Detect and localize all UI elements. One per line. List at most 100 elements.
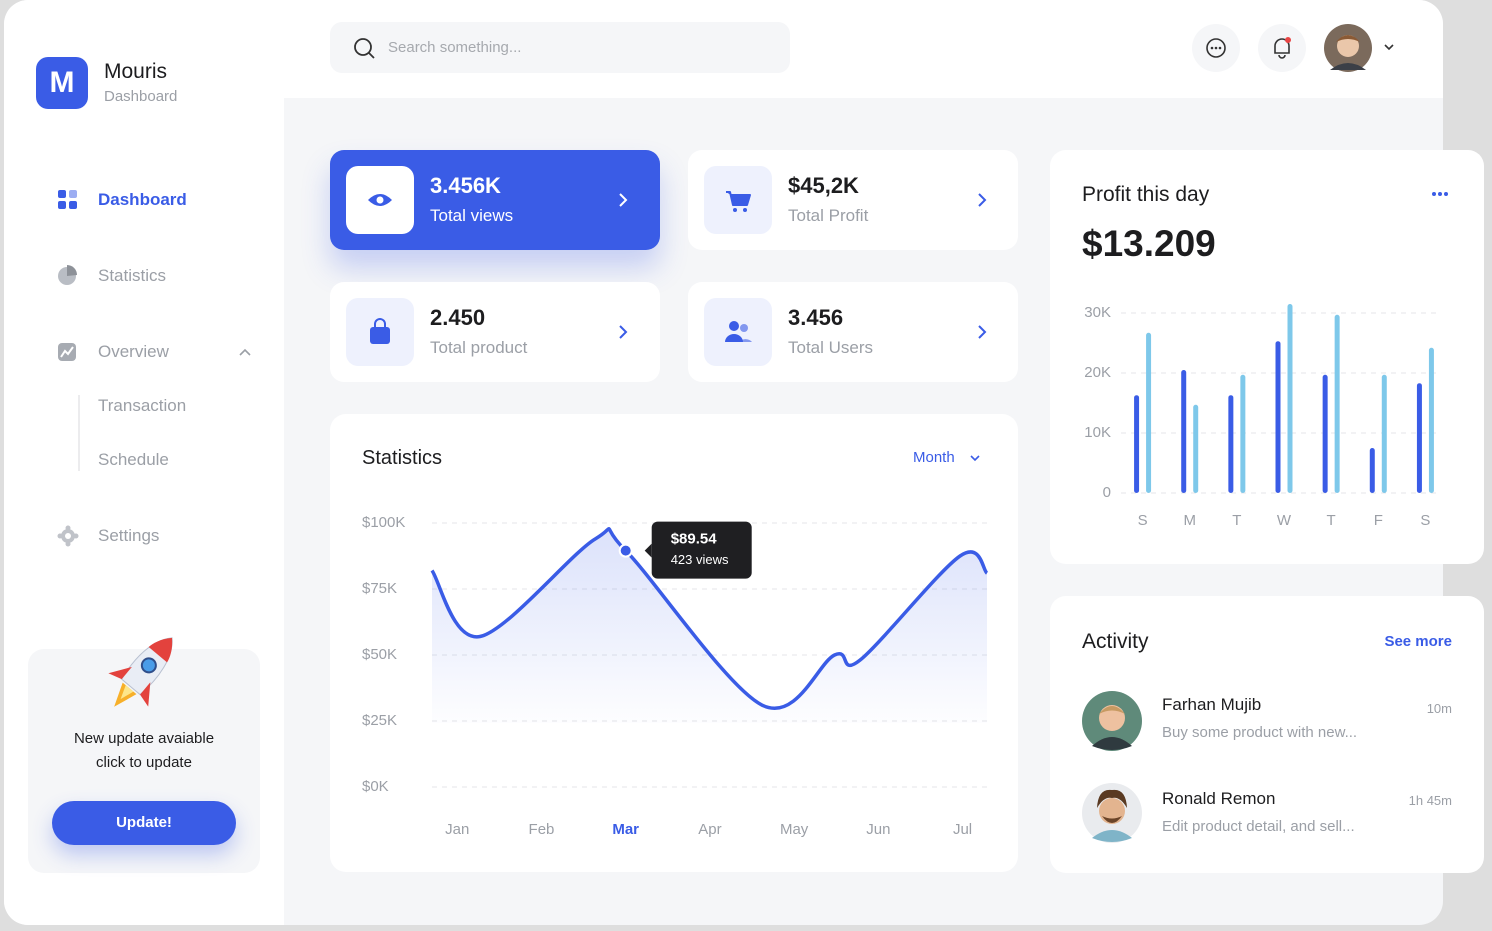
tooltip-arrow [644, 543, 652, 558]
highlight-point [618, 543, 633, 558]
search-icon [354, 38, 375, 59]
chevron [619, 193, 628, 207]
stat-icons [346, 166, 987, 366]
messages-dots [1210, 46, 1222, 50]
brand-subtitle: Dashboard [104, 88, 178, 105]
more-button[interactable] [1432, 192, 1448, 196]
tooltip [651, 521, 752, 579]
icon-box [704, 298, 772, 366]
bar [1181, 370, 1187, 493]
user-menu-chevron[interactable] [1384, 44, 1394, 51]
avatar-face [1337, 35, 1359, 57]
period-filter[interactable]: Month [913, 449, 955, 466]
statistics-icon [58, 265, 77, 285]
dashboard-icon [58, 190, 77, 209]
x-tick-label: T [1232, 512, 1241, 529]
bar [1287, 304, 1293, 493]
overview-chevron[interactable] [239, 348, 251, 356]
bar [1146, 332, 1152, 493]
profit-value: $13.209 [1082, 223, 1216, 264]
messages-icon [1206, 38, 1226, 58]
stat-label: Total Users [788, 338, 874, 357]
see-more-link[interactable]: See more [1384, 633, 1452, 650]
nav-item[interactable]: Overview [98, 342, 169, 361]
profit-chart: 0 10K 20K 30K S M T W T F S [1084, 192, 1448, 529]
bar [1322, 374, 1328, 493]
y-tick-label: $50K [362, 646, 397, 663]
settings-icon [57, 525, 79, 547]
nav-item[interactable]: Statistics [98, 266, 167, 285]
stat-label: Total Profit [788, 206, 869, 225]
nav-subitem[interactable]: Schedule [98, 450, 169, 469]
bar [1428, 347, 1434, 493]
x-tick-label: T [1327, 512, 1336, 529]
stat-value: 2.450 [430, 305, 486, 330]
activity-text: Buy some product with new... [1162, 724, 1358, 741]
bar [1381, 374, 1387, 493]
y-tick-label: $0K [362, 778, 389, 795]
nav-item[interactable]: Settings [98, 526, 160, 545]
activity-text: Edit product detail, and sell... [1162, 818, 1355, 835]
users-icon [725, 321, 752, 342]
chevron [978, 193, 987, 207]
notification-badge [1285, 37, 1291, 43]
statistics-chart: $0K $25K $50K $75K $100K Jan Feb Mar Apr May Jun Ju… [362, 455, 989, 838]
avatar-hair [1336, 35, 1360, 42]
stat-label: Total views [430, 206, 514, 225]
rocket [108, 637, 173, 707]
search-box[interactable] [330, 22, 790, 73]
search-placeholder: Search something... [388, 39, 522, 56]
line [430, 527, 989, 710]
update-button[interactable]: Update! [52, 801, 236, 845]
update-text: New update avaiable [73, 730, 215, 747]
y-tick-label: $25K [362, 712, 397, 729]
x-tick-label: Mar [612, 821, 639, 838]
x-tick-label: W [1277, 512, 1292, 529]
nav-icons [57, 190, 251, 547]
bar [1275, 341, 1281, 493]
bar [1416, 383, 1422, 493]
x-tick-label: May [780, 821, 809, 838]
x-tick-label: Jan [445, 821, 469, 838]
filter-chevron[interactable] [970, 455, 980, 462]
y-tick-label: 20K [1084, 364, 1111, 381]
brand-name: Mouris [104, 60, 168, 83]
bag-icon [370, 327, 390, 344]
chevron [619, 325, 628, 339]
x-tick-label: Apr [698, 821, 721, 838]
x-tick-label: F [1374, 512, 1383, 529]
y-tick-label: $75K [362, 580, 397, 597]
bar [1228, 395, 1234, 493]
nav-subitem[interactable]: Transaction [98, 396, 187, 415]
bar [1240, 374, 1246, 493]
update-text: click to update [96, 754, 192, 771]
x-tick-label: S [1138, 512, 1148, 529]
y-tick-label: 10K [1084, 424, 1111, 441]
card-title: Profit this day [1082, 183, 1210, 206]
area [432, 528, 987, 723]
overview-icon [58, 343, 76, 361]
cart-icon [726, 191, 751, 206]
bar [1369, 448, 1375, 493]
stat-label: Total product [430, 338, 528, 357]
bar [1134, 395, 1140, 493]
stat-value: 3.456K [430, 173, 501, 198]
logo[interactable]: M [36, 57, 88, 109]
avatar-shirt [1330, 63, 1366, 70]
bell-icon [1274, 38, 1290, 59]
y-tick-label: 0 [1103, 484, 1111, 501]
bar [1334, 314, 1340, 493]
x-tick-label: S [1420, 512, 1430, 529]
profit-card [1050, 150, 1484, 564]
x-tick-label: Jul [953, 821, 972, 838]
chevron [978, 325, 987, 339]
activity-avatars [1082, 691, 1142, 843]
nav-item[interactable]: Dashboard [98, 190, 187, 209]
activity-time: 10m [1426, 701, 1452, 716]
y-tick-label: $100K [362, 514, 405, 531]
x-tick-label: M [1183, 512, 1196, 529]
x-tick-label: Jun [866, 821, 890, 838]
tooltip-label: 423 views [671, 552, 729, 567]
notifications-button[interactable] [1258, 24, 1306, 72]
